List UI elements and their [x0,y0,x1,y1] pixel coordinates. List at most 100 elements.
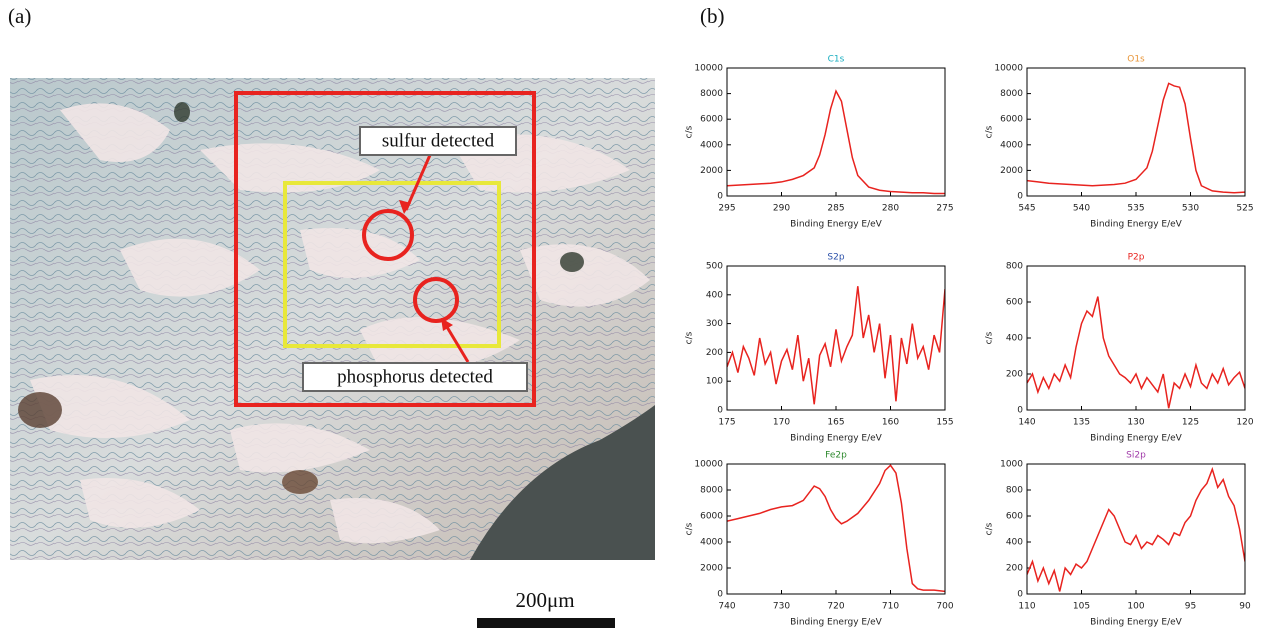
chart-title: O1s [1127,55,1145,65]
x-tick-label: 120 [1236,418,1253,428]
y-tick-label: 200 [706,348,723,358]
y-tick-label: 1000 [1000,460,1023,470]
plot [727,464,945,593]
arrow-head [441,318,453,331]
annotation: phosphorus detected [337,366,493,387]
x-axis-label: Binding Energy E/eV [1090,220,1182,230]
x-tick-label: 285 [827,204,844,214]
x-tick-label: 135 [1073,418,1090,428]
plot [1027,296,1245,409]
plot [727,89,945,195]
y-tick-label: 6000 [1000,115,1023,125]
micrograph [10,78,655,560]
x-tick-label: 105 [1073,602,1090,612]
x-axis-label: Binding Energy E/eV [790,434,882,444]
y-tick-label: 100 [706,377,723,387]
label-box [359,126,517,156]
y-tick-label: 0 [717,192,723,202]
plot [727,286,945,405]
y-tick-label: 4000 [700,140,723,150]
y-tick-label: 2000 [700,564,723,574]
y-axis-label: c/s [685,125,695,138]
y-tick-label: 0 [1017,192,1023,202]
y-tick-label: 8000 [700,89,723,99]
x-tick-label: 710 [882,602,899,612]
y-tick-label: 4000 [700,538,723,548]
x-tick-label: 90 [1239,602,1251,612]
y-tick-label: 600 [1006,298,1023,308]
y-tick-label: 400 [706,290,723,300]
panel-label: (a) [8,4,31,28]
y-tick-label: 300 [706,319,723,329]
x-axis-label: Binding Energy E/eV [790,618,882,628]
x-axis-label: Binding Energy E/eV [1090,434,1182,444]
label-box [302,362,528,392]
plot-frame [1026,67,1246,197]
x-tick-label: 540 [1073,204,1090,214]
scale-bar [477,618,615,628]
y-tick-label: 8000 [1000,89,1023,99]
y-tick-label: 6000 [700,512,723,522]
arrow [404,154,432,211]
x-tick-label: 100 [1127,602,1144,612]
x-tick-label: 170 [773,418,790,428]
y-axis-label: c/s [985,522,995,535]
x-tick-label: 125 [1182,418,1199,428]
arrow-head [399,200,411,214]
y-tick-label: 10000 [994,64,1023,74]
plot-frame [1026,463,1246,595]
y-tick-label: 400 [1006,334,1023,344]
x-tick-label: 700 [936,602,953,612]
chart-title: P2p [1128,253,1145,263]
x-axis-label: Binding Energy E/eV [1090,618,1182,628]
dark-region [470,405,655,560]
y-tick-label: 8000 [700,486,723,496]
x-tick-label: 720 [827,602,844,612]
spectrum-line [727,286,945,405]
y-tick-label: 10000 [694,460,723,470]
y-tick-label: 0 [1017,406,1023,416]
x-axis-label: Binding Energy E/eV [790,220,882,230]
y-axis-label: c/s [685,522,695,535]
roi-inner [283,181,501,348]
plot-frame [726,67,946,197]
y-tick-label: 10000 [694,64,723,74]
y-axis-label: c/s [985,125,995,138]
chart-title: Fe2p [825,451,847,461]
plot [1027,466,1245,592]
spectrum-line [1027,82,1245,194]
x-tick-label: 175 [718,418,735,428]
chart-title: S2p [827,253,844,263]
x-tick-label: 740 [718,602,735,612]
spectrum-line [1027,296,1245,409]
x-tick-label: 275 [936,204,953,214]
x-tick-label: 545 [1018,204,1035,214]
x-tick-label: 530 [1182,204,1199,214]
x-tick-label: 155 [936,418,953,428]
x-tick-label: 295 [718,204,735,214]
y-tick-label: 0 [717,406,723,416]
y-tick-label: 2000 [1000,166,1023,176]
y-tick-label: 200 [1006,564,1023,574]
x-tick-label: 130 [1127,418,1144,428]
y-tick-label: 0 [1017,590,1023,600]
y-tick-label: 0 [717,590,723,600]
panel-label: (b) [700,4,725,28]
arrow [442,321,470,363]
y-tick-label: 400 [1006,538,1023,548]
sulfur-spot [362,209,414,261]
scale-bar-label: 200μm [515,588,574,612]
x-tick-label: 95 [1185,602,1196,612]
phosphorus-spot [413,277,459,323]
x-tick-label: 165 [827,418,844,428]
x-tick-label: 290 [773,204,790,214]
chart-title: C1s [828,55,845,65]
y-tick-label: 2000 [700,166,723,176]
x-tick-label: 110 [1018,602,1035,612]
x-tick-label: 140 [1018,418,1035,428]
y-tick-label: 800 [1006,486,1023,496]
plot-frame [726,265,946,411]
plot-frame [726,463,946,595]
